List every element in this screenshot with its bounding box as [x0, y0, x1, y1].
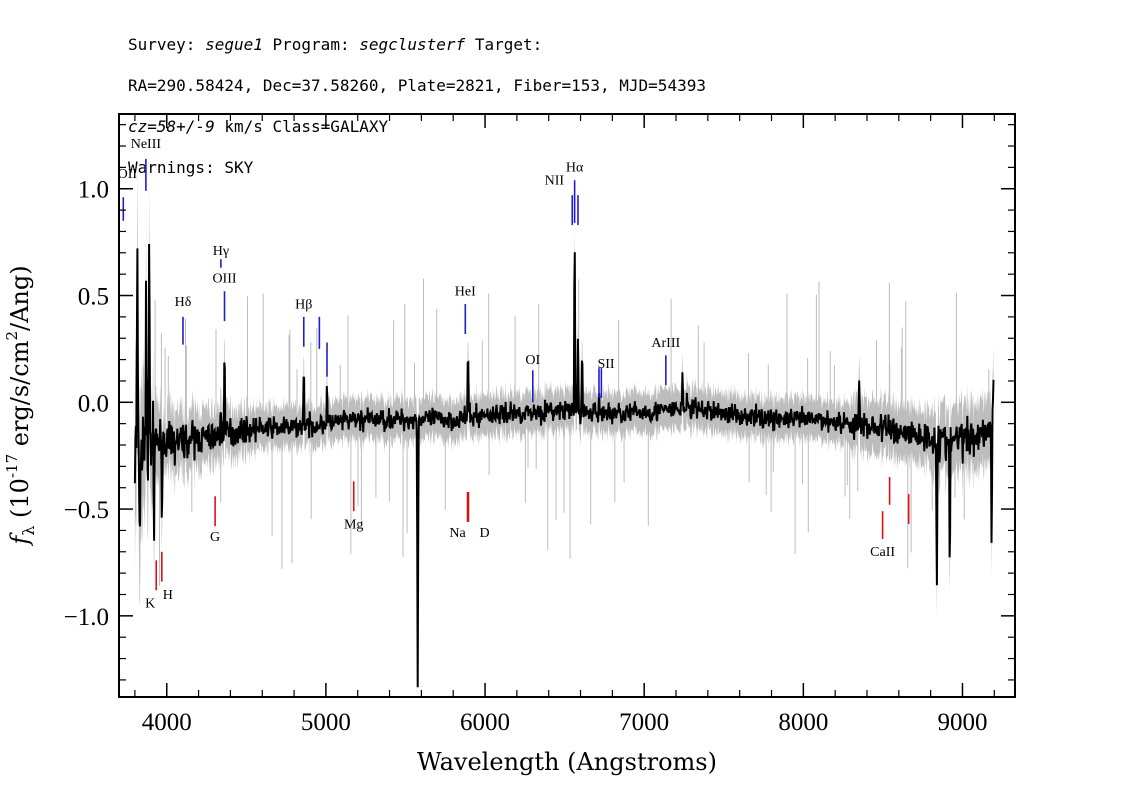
y-tick-label: −1.0 [64, 604, 109, 631]
survey-value: segue1 [205, 34, 263, 54]
program-value: segclusterf [359, 34, 466, 54]
redshift-value: cz=58+/-9 [128, 116, 215, 136]
x-tick-label: 8000 [778, 709, 828, 736]
x-tick-label: 7000 [619, 709, 669, 736]
absorption-line-label: Na [449, 526, 466, 541]
x-tick-label: 5000 [301, 709, 351, 736]
header-line-2: RA=290.58424, Dec=37.58260, Plate=2821, … [128, 75, 706, 95]
x-tick-label: 6000 [460, 709, 510, 736]
emission-line-label: NII [545, 174, 565, 189]
emission-line-label: Hδ [175, 295, 192, 310]
program-label: Program: [272, 34, 350, 54]
target-label: Target: [474, 34, 543, 54]
y-axis-title: fλ (10-17 erg/s/cm2/Ang) [3, 265, 38, 546]
y-tick-label: −0.5 [64, 497, 109, 524]
spectrum-header: Survey: segue1 Program: segclusterf Targ… [128, 14, 706, 199]
emission-line-label: Hγ [213, 244, 229, 259]
flux-series [133, 243, 995, 688]
absorption-line-label: Mg [344, 517, 363, 532]
header-line-4: Warnings: SKY [128, 157, 254, 177]
emission-line-label: Hβ [295, 297, 312, 312]
header-line-3: cz=58+/-9 km/s Class=GALAXY [128, 117, 706, 138]
y-tick-label: 0.5 [78, 284, 109, 311]
emission-line-label: HeI [455, 285, 476, 300]
error-band [134, 164, 994, 697]
survey-label: Survey: [128, 34, 196, 54]
x-tick-label: 9000 [937, 709, 987, 736]
axis-ticks: 4000 5000 6000 7000 8000 9000 −1.0 −0.5 0.0 0.5 1.… [64, 114, 1015, 736]
header-line-1: Survey: segue1 Program: segclusterf Targ… [128, 35, 706, 56]
y-tick-label: 1.0 [78, 177, 109, 204]
emission-line-label: Hα [566, 161, 584, 176]
emission-line-label: SII [597, 357, 614, 372]
absorption-line-label: H [163, 588, 173, 603]
absorption-line-label: D [479, 526, 489, 541]
y-tick-label: 0.0 [78, 390, 109, 417]
emission-line-label: NeIII [131, 137, 162, 152]
x-tick-label: 4000 [142, 709, 192, 736]
emission-line-label: OIII [212, 272, 236, 287]
emission-line-label: OI [525, 353, 540, 368]
x-axis-title: Wavelength (Angstroms) [417, 748, 717, 776]
absorption-line-label: CaII [870, 545, 895, 560]
emission-line-label: OII [118, 167, 138, 182]
class-info: km/s Class=GALAXY [224, 116, 389, 136]
emission-line-label: ArIII [651, 336, 680, 351]
absorption-line-label: K [145, 596, 155, 611]
plot-frame [118, 113, 1016, 698]
absorption-line-label: G [210, 530, 220, 545]
flux-line [133, 243, 995, 688]
